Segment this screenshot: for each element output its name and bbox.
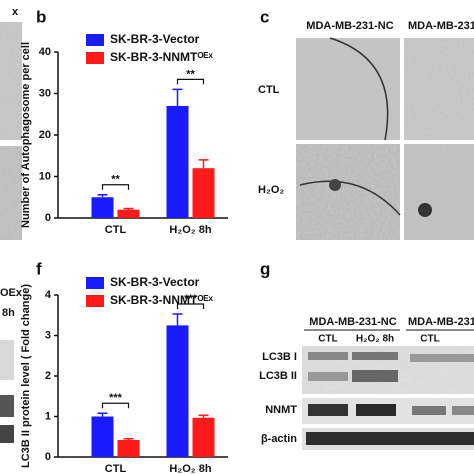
y-tick-label: 4 [45,289,52,301]
lane-label: CTL [420,334,439,345]
column-label: MDA-MB-231-NC [306,20,393,32]
error-bar [172,88,183,106]
row-label: H₂O₂ [258,184,284,196]
significance-label: ** [111,174,120,186]
blot-band [308,352,348,360]
error-bar [97,412,108,417]
micrograph-texture [404,144,474,240]
error-bar [172,313,183,326]
significance-bracket [176,303,205,310]
lane-label: H₂O₂ 8h [356,334,394,345]
panel-g-blot [302,346,474,450]
blot [0,340,14,380]
row-label: CTL [258,84,280,96]
blot-band [410,354,474,362]
y-tick-label: 40 [39,46,51,58]
panel-label: g [260,259,270,278]
blot-band [0,395,14,417]
y-tick-label: 1 [45,410,51,422]
significance-bracket [101,402,130,409]
legend-swatch [86,34,104,46]
row-label: LC3B I [262,351,297,363]
left-fragment: x [12,6,19,18]
group-label: MDA-MB-231-NC [309,316,396,328]
y-tick-label: 10 [39,170,51,182]
blot-band [352,352,398,360]
lane-label: CTL [318,334,337,345]
blot-band [356,404,396,416]
micrograph-texture [0,22,22,140]
row-label: NNMT [265,404,297,416]
micrograph-texture [296,144,400,240]
left-fragment: OEx [0,287,23,299]
error-bar [97,194,108,198]
error-bar [198,159,209,169]
column-label: MDA-MB-231- [408,20,474,32]
left-fragment: 8h [2,307,15,319]
bar [192,168,215,218]
membrane [299,180,401,216]
significance-label: *** [109,392,123,404]
panel-label: f [36,259,42,278]
left-images [0,22,22,443]
significance-label: ** [186,68,195,80]
y-tick-label: 30 [39,87,51,99]
panel-c-images [296,37,474,240]
blot-band [308,404,348,416]
legend-label: SK-BR-3-Vector [110,32,200,46]
y-tick-label: 20 [39,129,51,141]
membrane [329,37,389,141]
autophagosome [329,179,341,191]
legend-swatch [86,295,104,307]
row-label: β-actin [261,433,297,445]
y-tick-label: 0 [45,451,51,463]
error-bar [198,414,209,418]
x-tick-label: H₂O₂ 8h [169,224,211,236]
blot-band [452,406,474,415]
legend-swatch [86,277,104,289]
blot-band [0,425,14,443]
micrograph-texture [296,38,400,140]
bar [117,439,140,457]
row-label: LC3B II [259,370,297,382]
legend-label: SK-BR-3-NNMTᴼᴱˣ [110,50,214,64]
error-bar [123,438,134,440]
bar [192,417,215,457]
y-tick-label: 0 [45,212,51,224]
bar [91,197,114,218]
error-bar [123,207,134,210]
y-axis-label: Number of Autophagosome per cell [20,42,32,228]
blot-band [308,372,348,381]
x-tick-label: H₂O₂ 8h [169,463,211,474]
legend-swatch [86,52,104,64]
bar [166,105,189,218]
bar [117,209,140,218]
y-axis-label: LC3B II protein level ( Fold change) [20,284,32,468]
micrograph-texture [404,38,474,140]
x-tick-label: CTL [105,463,127,474]
panel-label: c [260,7,269,26]
x-tick-label: CTL [105,224,127,236]
significance-bracket [176,78,205,85]
bar [166,325,189,457]
y-tick-label: 3 [45,329,51,341]
significance-bracket [101,184,130,190]
autophagosome [418,203,432,217]
micrograph-texture [0,146,22,240]
bar [91,416,114,457]
blot-band [412,406,446,415]
significance-label: *** [184,293,198,305]
y-tick-label: 2 [45,370,51,382]
group-label: MDA-MB-231- [408,316,474,328]
blot-band [352,370,398,382]
blot-band [306,432,474,445]
legend-label: SK-BR-3-NNMTᴼᴱˣ [110,293,214,307]
legend-label: SK-BR-3-Vector [110,275,200,289]
panel-label: b [36,7,46,26]
